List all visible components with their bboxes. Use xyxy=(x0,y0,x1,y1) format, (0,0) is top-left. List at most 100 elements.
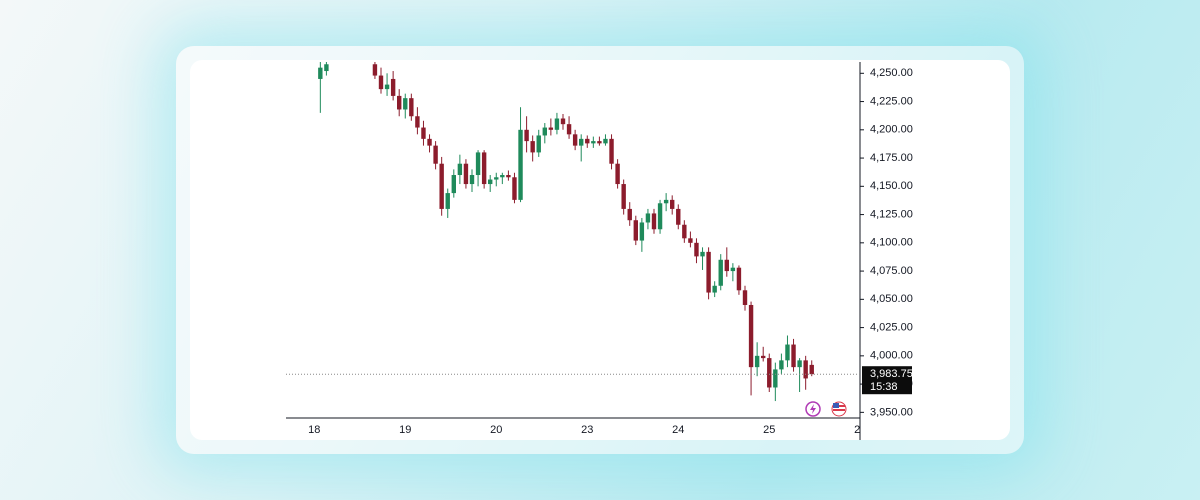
candle-body xyxy=(682,224,687,239)
plot-area xyxy=(318,62,814,402)
candle-body xyxy=(736,267,742,291)
candle-body xyxy=(579,138,584,146)
candle-body xyxy=(676,208,681,225)
candle-body xyxy=(785,344,790,361)
countdown-label: 15:38 xyxy=(870,381,898,393)
candle-body xyxy=(609,138,614,164)
candle-body xyxy=(585,138,590,144)
candle-body xyxy=(390,78,396,96)
candle-body xyxy=(724,259,729,272)
candle-body xyxy=(773,369,778,388)
candle-body xyxy=(530,141,535,153)
candle-body xyxy=(730,267,736,272)
candle-body xyxy=(761,355,766,359)
last-price-box xyxy=(862,366,912,395)
candle-body xyxy=(688,238,693,243)
flag-icon[interactable] xyxy=(831,401,847,417)
candle-body xyxy=(803,360,808,379)
candle-body xyxy=(469,175,475,185)
candle-body xyxy=(475,152,481,176)
candle-body xyxy=(748,304,754,368)
candle-body xyxy=(657,203,663,230)
y-tick-label: 4,250.00 xyxy=(870,67,913,79)
candle-body xyxy=(488,179,493,185)
candle-body xyxy=(524,129,529,142)
lightning-icon[interactable] xyxy=(805,401,821,417)
x-tick-label: 19 xyxy=(399,424,411,436)
candle-body xyxy=(518,129,523,200)
candle-body xyxy=(706,251,711,293)
y-tick-label: 4,075.00 xyxy=(870,265,913,277)
y-tick-label: 4,000.00 xyxy=(870,350,913,362)
y-tick-label: 4,050.00 xyxy=(870,293,913,305)
candle-body xyxy=(378,75,384,90)
candle-body xyxy=(742,290,748,305)
candle-body xyxy=(621,184,626,209)
x-labels: 18 19 20 23 24 25 26 xyxy=(308,424,866,436)
x-tick-label: 26 xyxy=(854,424,866,436)
candle-body xyxy=(615,163,620,185)
y-labels: 3,950.003,975.004,000.004,025.004,050.00… xyxy=(860,67,913,418)
candle-body xyxy=(397,95,402,110)
candle-body xyxy=(718,259,723,286)
candle-body xyxy=(663,199,669,204)
candle-body xyxy=(797,360,802,368)
y-tick-label: 3,950.00 xyxy=(870,406,913,418)
y-tick-label: 4,100.00 xyxy=(870,237,913,249)
candle-body xyxy=(572,134,578,146)
candle-body xyxy=(694,242,699,257)
candle-body xyxy=(318,67,323,79)
candle-body xyxy=(324,64,329,72)
candle-body xyxy=(639,222,645,241)
candle-body xyxy=(591,141,596,144)
x-tick-label: 18 xyxy=(308,424,320,436)
y-tick-label: 4,125.00 xyxy=(870,208,913,220)
x-tick-label: 23 xyxy=(581,424,593,436)
candle-body xyxy=(633,220,638,241)
candle-body xyxy=(651,213,657,230)
candle-body xyxy=(670,199,675,209)
candle-body xyxy=(627,208,632,221)
candle-body xyxy=(457,163,463,176)
candle-body xyxy=(427,138,432,146)
candle-body xyxy=(548,127,554,130)
last-price-label: 3,983.75 xyxy=(870,368,913,380)
candle-body xyxy=(767,358,772,388)
candle-body xyxy=(597,141,602,144)
candle-body xyxy=(554,118,560,130)
candle-body xyxy=(500,175,505,178)
y-tick-label: 4,225.00 xyxy=(870,95,913,107)
candle-body xyxy=(415,116,420,128)
candle-body xyxy=(409,98,414,117)
candle-body xyxy=(403,98,408,110)
candle-body xyxy=(560,118,566,125)
candle-body xyxy=(421,127,426,139)
candle-body xyxy=(445,193,450,209)
candle-body xyxy=(754,355,760,368)
candle-body xyxy=(451,175,456,194)
candle-body xyxy=(779,360,784,370)
flag-canton xyxy=(833,403,839,408)
candle-body xyxy=(566,124,572,135)
candle-body xyxy=(384,84,390,90)
y-tick-label: 4,175.00 xyxy=(870,152,913,164)
candle-body xyxy=(494,177,499,180)
candle-body xyxy=(712,285,717,293)
y-tick-label: 4,150.00 xyxy=(870,180,913,192)
y-tick-label: 4,025.00 xyxy=(870,321,913,333)
candle-body xyxy=(463,163,469,185)
y-tick-label: 4,200.00 xyxy=(870,124,913,136)
candle-body xyxy=(372,64,378,76)
candle-body xyxy=(542,127,547,136)
candle-body xyxy=(433,145,438,164)
candle-body xyxy=(506,175,511,178)
x-tick-label: 20 xyxy=(490,424,502,436)
candle-body xyxy=(512,177,517,200)
candle-body xyxy=(791,344,796,368)
x-tick-label: 25 xyxy=(763,424,775,436)
candle-body xyxy=(536,135,541,153)
candle-body xyxy=(439,163,444,209)
x-tick-label: 24 xyxy=(672,424,684,436)
candle-body xyxy=(481,152,487,185)
